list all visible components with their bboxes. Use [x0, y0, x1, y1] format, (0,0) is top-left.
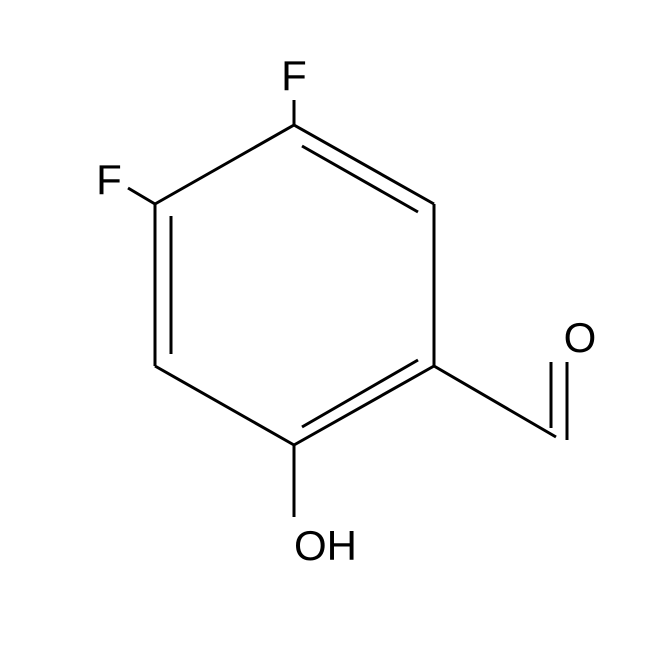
- bond-c4-c5-b: [302, 360, 418, 427]
- bond-c4-c5-a: [294, 366, 434, 445]
- atom-oh: OH: [294, 522, 357, 569]
- atom-f1: F: [281, 52, 307, 99]
- bond-c3-c4: [155, 366, 294, 445]
- bond-c2-f2: [128, 188, 155, 204]
- bond-c6-c1-a: [294, 125, 434, 204]
- atom-o-carbonyl: O: [564, 314, 597, 361]
- bond-c5-cho: [434, 366, 556, 437]
- bond-c1-c2: [155, 125, 294, 204]
- molecule-diagram: F F O OH: [0, 0, 650, 650]
- bond-c6-c1-b: [302, 146, 418, 212]
- atom-f2: F: [96, 156, 122, 203]
